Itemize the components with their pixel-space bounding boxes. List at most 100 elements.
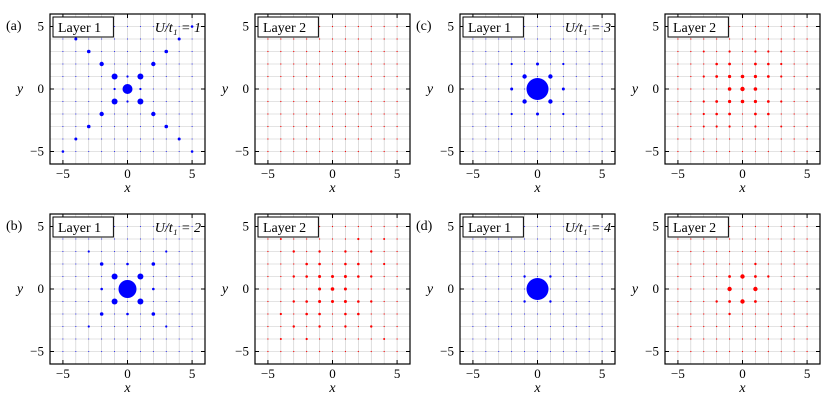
data-point xyxy=(549,113,551,115)
data-point xyxy=(280,100,282,103)
data-point xyxy=(806,150,808,153)
data-point xyxy=(165,63,167,65)
data-point xyxy=(690,313,692,315)
x-tick-label: 0 xyxy=(534,366,541,381)
data-point xyxy=(562,51,564,52)
data-point xyxy=(139,26,141,27)
data-point xyxy=(357,125,359,128)
data-point xyxy=(306,38,308,40)
data-point xyxy=(715,300,718,303)
data-point xyxy=(754,125,757,128)
data-point xyxy=(498,251,500,252)
data-point xyxy=(524,351,526,352)
data-point xyxy=(99,312,104,316)
data-point xyxy=(139,151,141,152)
data-point xyxy=(588,288,590,290)
data-point xyxy=(88,351,90,352)
data-point xyxy=(191,76,193,77)
data-point xyxy=(485,101,487,102)
data-point xyxy=(690,150,692,153)
data-point xyxy=(87,325,90,328)
data-point xyxy=(511,263,513,265)
data-point xyxy=(344,88,347,90)
chart-panel: −5 0 5 5 0 −5 x y Layer 1 U/t₁ = 3 (c) xyxy=(416,13,616,196)
data-point xyxy=(165,288,167,290)
data-point xyxy=(498,351,500,352)
data-point xyxy=(383,338,386,340)
data-point xyxy=(114,138,116,140)
data-point xyxy=(524,63,526,65)
data-point xyxy=(754,50,757,53)
data-point xyxy=(766,75,770,78)
data-point xyxy=(575,26,577,27)
data-point xyxy=(537,326,538,327)
data-point xyxy=(728,62,731,66)
layer-label: Layer 1 xyxy=(468,21,511,36)
data-point xyxy=(139,251,141,252)
data-point xyxy=(62,326,64,327)
data-point xyxy=(344,338,347,340)
data-point xyxy=(114,288,116,290)
data-point xyxy=(690,88,692,90)
data-point xyxy=(114,113,116,115)
data-point xyxy=(318,312,321,316)
data-point xyxy=(780,38,782,40)
data-point xyxy=(306,88,308,90)
data-point xyxy=(806,25,808,28)
data-point xyxy=(370,238,372,240)
data-point xyxy=(343,300,347,303)
data-point xyxy=(331,50,334,53)
data-point xyxy=(703,275,705,278)
data-point xyxy=(690,275,692,278)
data-point xyxy=(293,88,295,90)
data-point xyxy=(690,350,692,353)
data-point xyxy=(690,250,692,253)
data-point xyxy=(99,111,104,117)
data-point xyxy=(61,150,65,153)
data-point xyxy=(370,63,372,65)
data-point xyxy=(806,63,808,65)
data-point xyxy=(767,300,769,303)
data-point xyxy=(127,226,128,227)
data-point xyxy=(74,137,78,141)
data-point xyxy=(383,275,385,278)
data-point xyxy=(75,88,77,90)
data-point xyxy=(75,126,77,127)
data-point xyxy=(343,275,347,278)
data-point xyxy=(549,63,551,65)
data-point xyxy=(306,138,308,140)
data-point xyxy=(101,151,103,152)
data-point xyxy=(537,301,538,302)
data-point xyxy=(575,301,577,302)
data-point xyxy=(114,263,116,265)
data-point xyxy=(280,38,282,40)
data-point xyxy=(690,138,692,140)
data-point xyxy=(588,113,590,115)
data-point xyxy=(114,26,116,27)
data-point xyxy=(151,111,156,117)
data-point xyxy=(88,276,90,277)
data-point xyxy=(793,300,795,303)
data-point xyxy=(537,338,538,340)
data-point xyxy=(370,125,372,128)
data-point xyxy=(178,338,180,340)
y-tick-label: 5 xyxy=(38,19,45,34)
data-point xyxy=(191,226,193,227)
data-point xyxy=(767,313,769,315)
data-point xyxy=(548,74,553,79)
data-point xyxy=(191,326,193,327)
x-tick-label: −5 xyxy=(261,366,275,381)
data-point xyxy=(728,225,731,228)
data-point xyxy=(575,38,577,40)
data-point xyxy=(703,38,705,40)
data-point xyxy=(126,312,129,316)
data-point xyxy=(178,63,180,65)
layer-label-box xyxy=(667,16,729,38)
data-point xyxy=(267,325,269,328)
data-point xyxy=(472,126,474,127)
y-tick-label: 0 xyxy=(653,281,660,296)
data-point xyxy=(780,338,782,340)
data-point xyxy=(267,38,269,40)
y-tick-label: 5 xyxy=(38,219,45,234)
data-point xyxy=(741,263,744,265)
